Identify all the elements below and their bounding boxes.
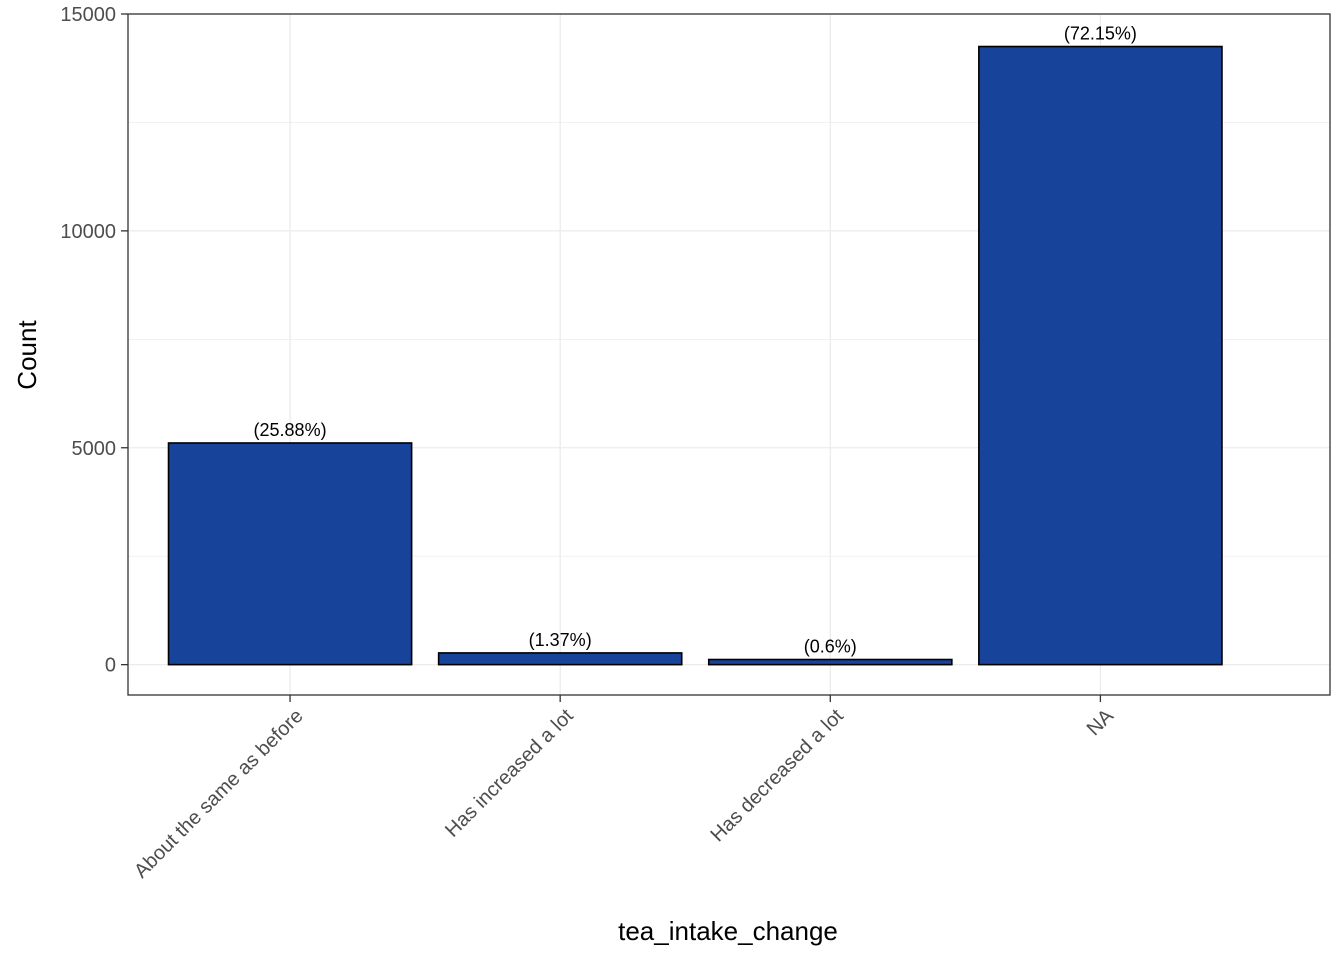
bar-data-label: (72.15%): [1064, 24, 1137, 44]
bar-data-label: (1.37%): [529, 630, 592, 650]
y-tick-label: 10000: [60, 221, 116, 243]
y-axis-title: Count: [12, 320, 42, 390]
y-axis: 0 5000 10000 15000: [60, 4, 128, 677]
y-tick-label: 5000: [72, 438, 117, 460]
bars: [167, 45, 1223, 666]
bar-data-label: (25.88%): [254, 420, 327, 440]
bar: [978, 45, 1223, 666]
bar-data-label: (0.6%): [804, 637, 857, 657]
bar: [707, 658, 953, 666]
y-tick-label: 15000: [60, 4, 116, 26]
bar: [437, 652, 683, 666]
x-axis-title: tea_intake_change: [618, 916, 838, 946]
panel-border: [127, 13, 1331, 696]
y-tick-label: 0: [105, 655, 116, 677]
data-labels: (25.88%) (1.37%) (0.6%) (72.15%): [254, 24, 1137, 657]
bar: [167, 442, 413, 666]
